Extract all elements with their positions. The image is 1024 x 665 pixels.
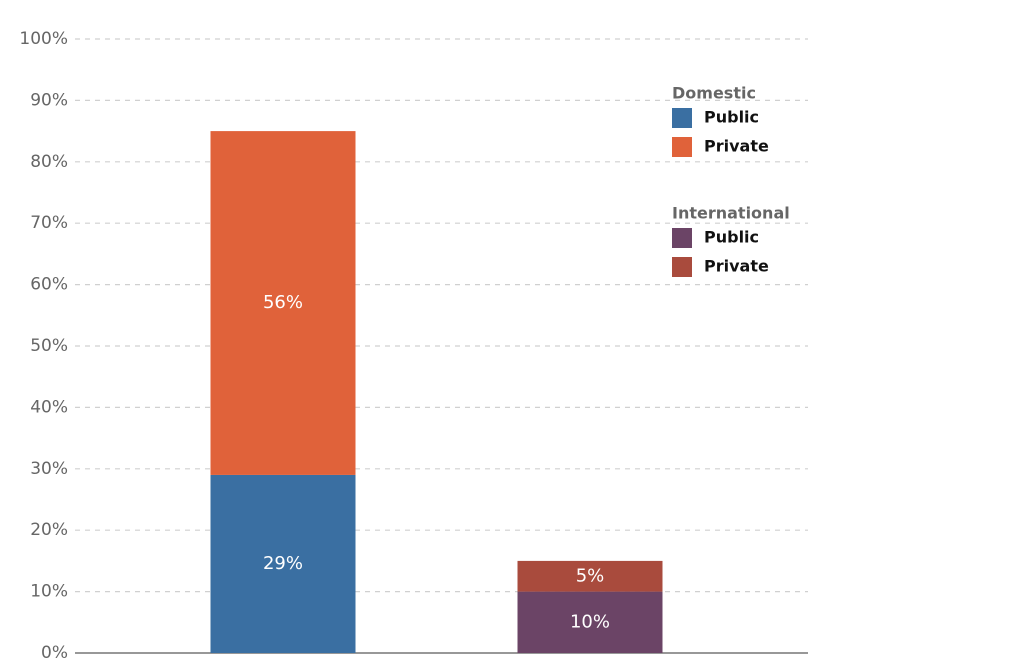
y-tick-label: 10% (30, 582, 68, 602)
y-tick-label: 90% (30, 90, 68, 110)
y-tick-label: 0% (41, 643, 68, 663)
value-label: 5% (576, 565, 605, 586)
y-tick-label: 70% (30, 213, 68, 233)
value-label: 10% (570, 611, 610, 632)
bar-segment (517, 591, 663, 653)
legend-swatch (672, 137, 692, 157)
legend-label: Private (704, 137, 769, 156)
legend-swatch (672, 108, 692, 128)
legend-group-title: International (672, 204, 790, 223)
y-tick-label: 60% (30, 275, 68, 295)
legend-label: Public (704, 108, 759, 127)
legend-label: Public (704, 228, 759, 247)
y-tick-label: 100% (19, 29, 68, 49)
bar-segment (210, 131, 356, 475)
y-tick-label: 80% (30, 152, 68, 172)
bar-segment (210, 474, 356, 653)
legend-group-title: Domestic (672, 84, 756, 103)
y-tick-label: 40% (30, 397, 68, 417)
y-tick-label: 30% (30, 459, 68, 479)
value-label: 56% (263, 292, 303, 313)
y-tick-label: 50% (30, 336, 68, 356)
legend-swatch (672, 257, 692, 277)
legend-swatch (672, 228, 692, 248)
value-label: 29% (263, 553, 303, 574)
legend-label: Private (704, 257, 769, 276)
bar-segment (517, 560, 663, 592)
y-tick-label: 20% (30, 520, 68, 540)
